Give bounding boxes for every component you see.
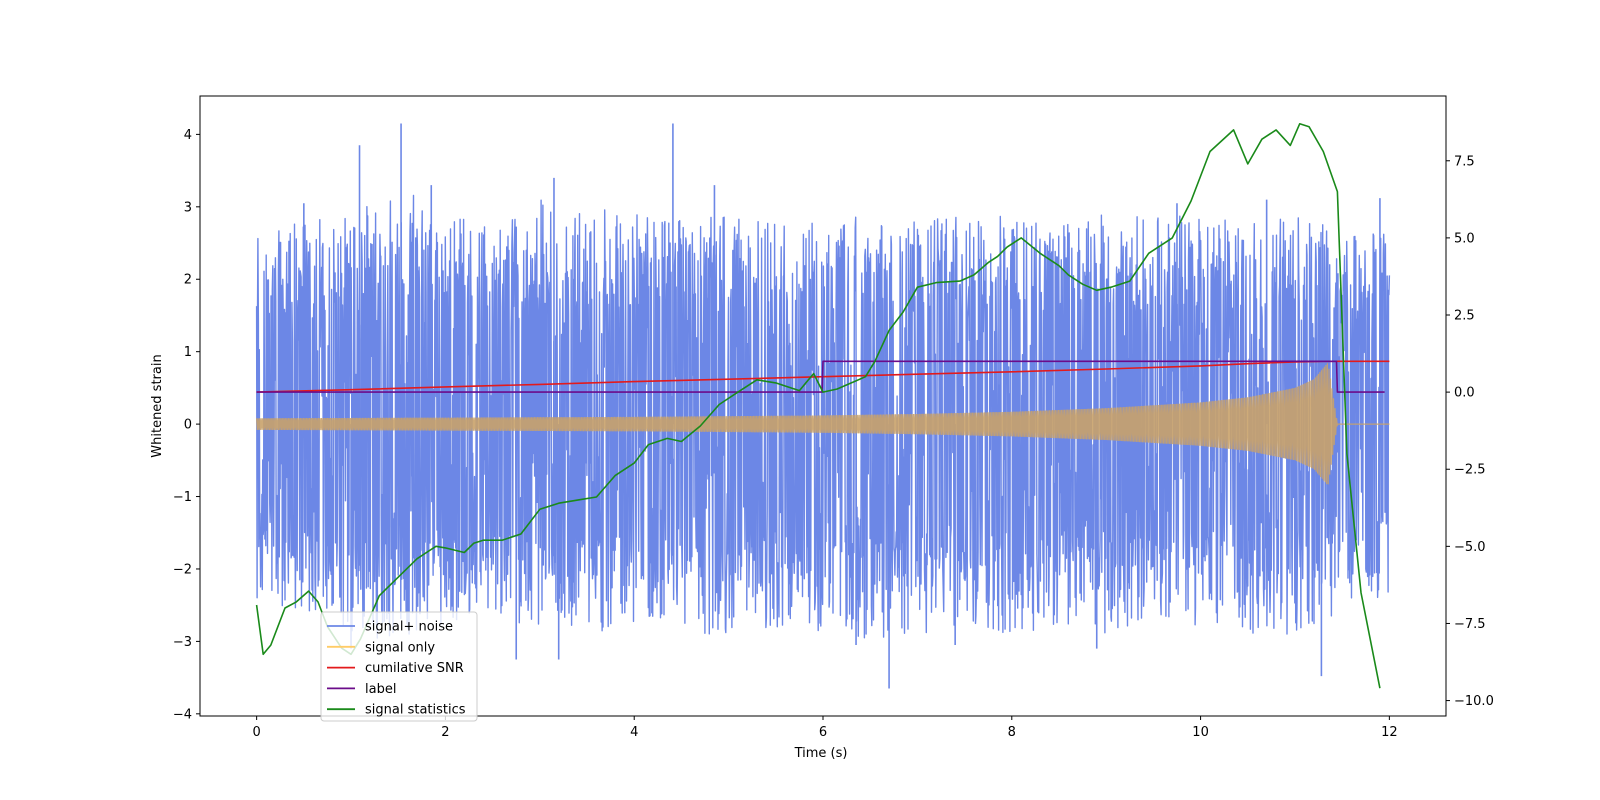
x-tick-label-4: 4 <box>630 725 638 740</box>
y-tick-label-1: −3 <box>173 635 192 650</box>
y-tick-label-8: 4 <box>184 128 192 143</box>
legend-label-signal-noise: signal+ noise <box>365 620 453 635</box>
x-tick-label-6: 6 <box>819 725 827 740</box>
y-tick-label-0: −4 <box>173 707 192 722</box>
series-signal-noise-trace <box>255 194 1391 639</box>
y-tick-label-2: −2 <box>173 562 192 577</box>
series-signal-statistics-line <box>255 123 1381 689</box>
y2-tick-label-6: 5.0 <box>1454 231 1475 246</box>
y2-tick-label-7: 7.5 <box>1454 154 1475 169</box>
legend-box <box>320 611 478 722</box>
y2-tick-label-3: −2.5 <box>1454 463 1486 478</box>
series-signal-noise <box>255 123 1391 689</box>
x-tick-label-2: 2 <box>441 725 449 740</box>
y-tick-label-4: 0 <box>184 418 192 433</box>
legend-label-signal-only: signal only <box>365 640 435 655</box>
legend: signal+ noise signal only cumilative SNR la… <box>320 611 478 722</box>
x-tick-label-0: 0 <box>252 725 260 740</box>
legend-label-signal-statistics: signal statistics <box>365 703 466 718</box>
y-axis-right: −10.0 −7.5 −5.0 −2.5 0.0 2.5 5.0 7.5 <box>1446 154 1494 709</box>
y2-tick-label-5: 2.5 <box>1454 309 1475 324</box>
legend-label-cumilative-snr: cumilative SNR <box>365 661 464 676</box>
series-signal-only-trace <box>256 363 1390 485</box>
x-axis: 0 2 4 6 8 10 12 <box>252 716 1398 740</box>
x-axis-label: Time (s) <box>794 746 848 761</box>
legend-label-label: label <box>365 682 396 697</box>
y2-tick-label-2: −5.0 <box>1454 540 1486 555</box>
series-signal-only <box>256 363 1390 485</box>
series-signal-statistics <box>255 123 1381 689</box>
y2-tick-label-0: −10.0 <box>1454 694 1494 709</box>
y2-tick-label-1: −7.5 <box>1454 617 1486 632</box>
y-tick-label-3: −1 <box>173 490 192 505</box>
y-axis-left: −4 −3 −2 −1 0 1 2 3 4 <box>173 128 200 722</box>
y2-tick-label-4: 0.0 <box>1454 386 1475 401</box>
y-tick-label-6: 2 <box>184 273 192 288</box>
y-tick-label-5: 1 <box>184 345 192 360</box>
x-tick-label-8: 8 <box>1008 725 1016 740</box>
y-tick-label-7: 3 <box>184 200 192 215</box>
x-tick-label-12: 12 <box>1381 725 1398 740</box>
y-axis-label: Whitened strain <box>150 354 165 457</box>
x-tick-label-10: 10 <box>1192 725 1209 740</box>
